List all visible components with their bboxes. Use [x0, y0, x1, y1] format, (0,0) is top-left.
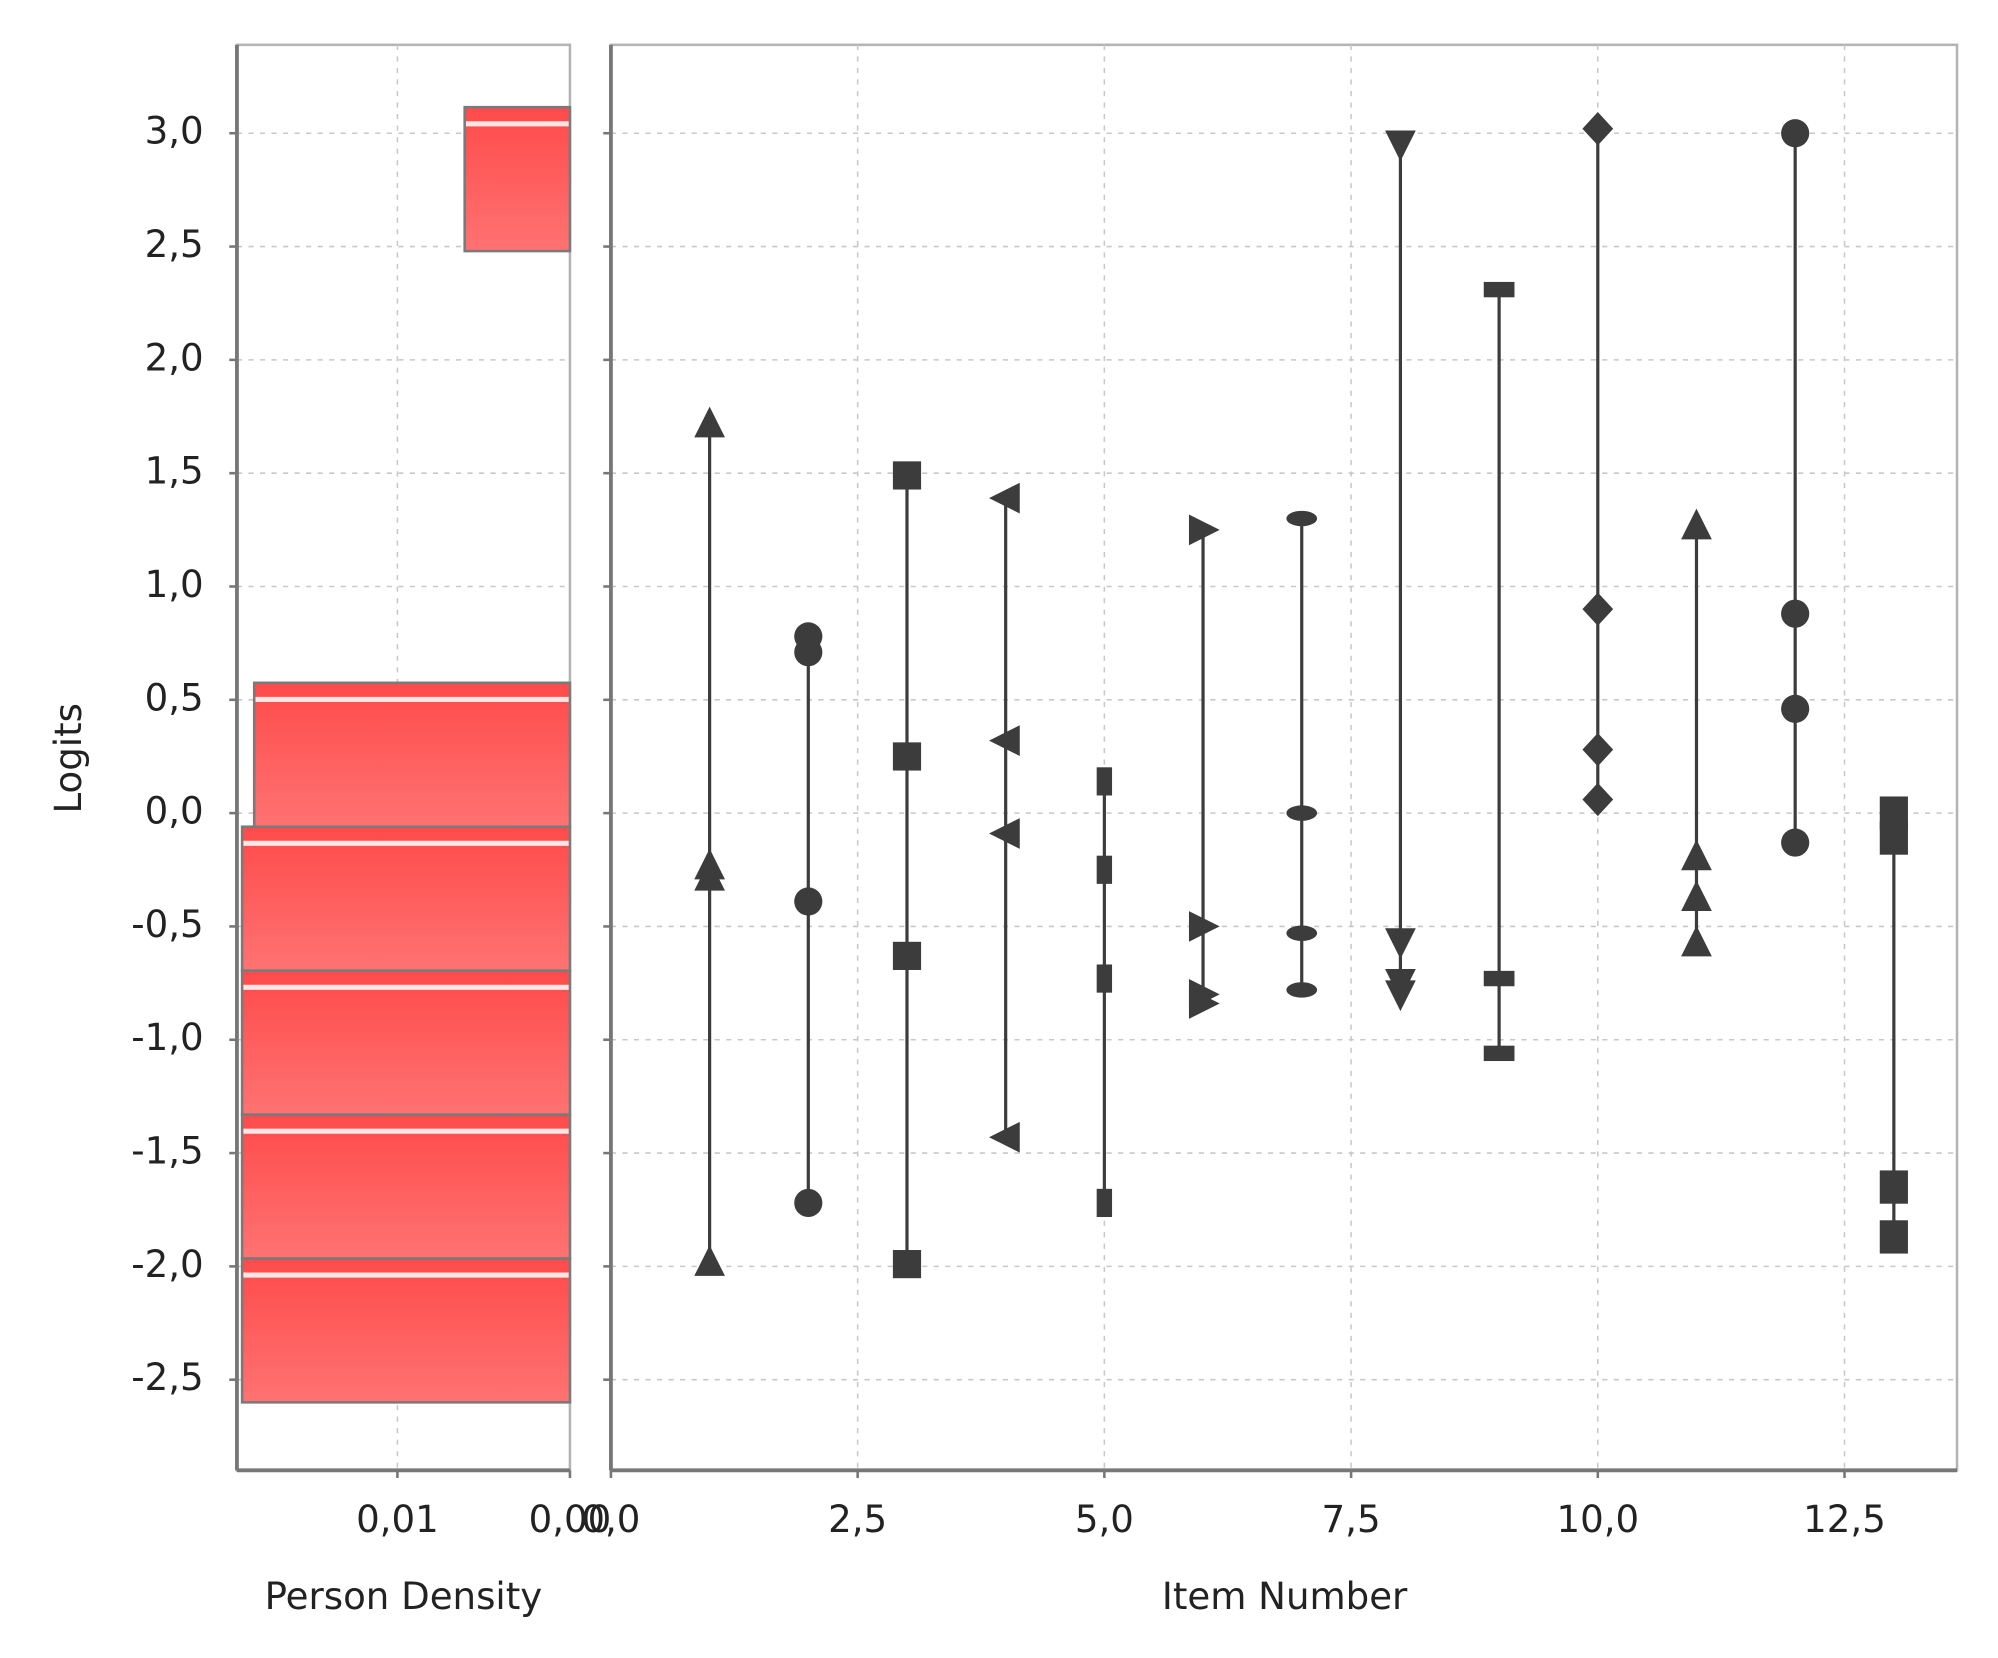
x-tick-label: 10,0	[1556, 1498, 1639, 1541]
marker	[1681, 925, 1712, 957]
marker	[1096, 964, 1113, 993]
x-axis-title: Item Number	[1162, 1575, 1408, 1618]
x-tick-label: 7,5	[1322, 1498, 1381, 1541]
marker	[989, 482, 1020, 514]
marker	[892, 1250, 922, 1279]
marker	[1781, 828, 1810, 857]
bar	[240, 1257, 572, 1404]
bar	[252, 681, 572, 828]
marker	[1879, 821, 1908, 855]
bar	[240, 969, 572, 1116]
y-tick-label: -2,5	[131, 1356, 203, 1399]
marker	[989, 818, 1020, 849]
x-tick-label: 2,5	[828, 1498, 887, 1541]
bar	[463, 105, 572, 253]
marker	[1188, 911, 1220, 942]
x-tick-label: 12,5	[1803, 1498, 1886, 1541]
marker	[1483, 281, 1515, 298]
marker	[1188, 514, 1220, 546]
marker	[892, 461, 922, 490]
marker	[1681, 839, 1712, 871]
x-tick-label: 0,01	[356, 1498, 439, 1541]
y-tick-label: 0,0	[145, 790, 204, 833]
marker	[1681, 880, 1712, 912]
x-tick-label: 0,00	[529, 1498, 612, 1541]
marker	[1096, 1188, 1113, 1218]
marker	[1781, 694, 1810, 723]
x-tick-label: 0,0	[581, 1498, 640, 1541]
plot-frame	[609, 43, 1959, 1472]
marker	[1483, 1045, 1515, 1062]
marker	[794, 1188, 823, 1218]
marker	[1188, 988, 1220, 1019]
y-tick-label: 3,0	[145, 110, 204, 153]
bar	[240, 825, 572, 972]
x-tick-label: 5,0	[1075, 1498, 1134, 1541]
marker	[1879, 1170, 1908, 1204]
marker	[1879, 1220, 1908, 1254]
y-tick-label: -0,5	[131, 903, 203, 946]
marker	[1096, 855, 1113, 884]
y-tick-label: -1,5	[131, 1130, 203, 1173]
marker	[1096, 767, 1113, 796]
bar	[240, 1113, 572, 1260]
marker	[1681, 508, 1712, 540]
marker	[794, 638, 823, 667]
y-tick-label: 2,0	[145, 336, 204, 379]
marker	[892, 941, 922, 970]
marker	[1385, 928, 1416, 959]
marker	[794, 887, 823, 916]
y-tick-label: 1,5	[145, 450, 204, 493]
y-tick-label: 0,5	[145, 676, 204, 719]
marker	[1286, 510, 1318, 527]
item-panel: 0,0 2,5 5,0 7,5 10,0 12,5	[581, 43, 1959, 1541]
marker	[1385, 980, 1416, 1012]
marker	[694, 1245, 725, 1276]
marker	[1781, 119, 1810, 148]
marker	[694, 406, 725, 438]
marker	[694, 859, 725, 891]
person-density-panel: -2,5 -2,0 -1,5 -1,0 -0,5 0,0 0,5 1,0 1,5 2,0 2,5 3,…	[131, 43, 612, 1541]
marker	[1286, 982, 1318, 998]
y-tick-label: -2,0	[131, 1243, 203, 1286]
marker	[1286, 925, 1318, 941]
marker	[1483, 970, 1515, 987]
marker	[1781, 599, 1810, 628]
y-tick-label: 2,5	[145, 223, 204, 266]
y-tick-label: -1,0	[131, 1016, 203, 1059]
marker	[989, 725, 1020, 756]
x-axis-title: Person Density	[265, 1575, 543, 1618]
y-axis-title: Logits	[47, 703, 90, 814]
marker	[1385, 130, 1416, 162]
marker	[989, 1121, 1020, 1153]
marker	[1286, 805, 1318, 821]
marker	[892, 742, 922, 771]
y-tick-label: 1,0	[145, 563, 204, 606]
